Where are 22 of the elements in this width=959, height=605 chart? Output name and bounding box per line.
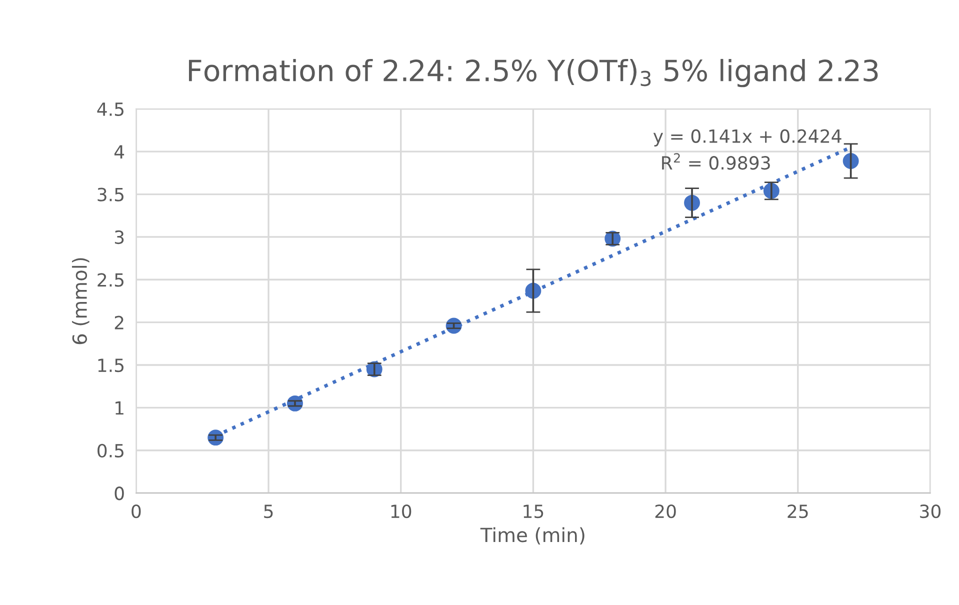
x-tick-label: 10 <box>391 504 412 518</box>
y-tick-label: 4.5 <box>97 102 124 116</box>
y-axis-title: 6 (mmol) <box>72 258 90 344</box>
y-tick-label: 2.5 <box>98 273 124 287</box>
y-tick-label: 2 <box>114 316 124 330</box>
x-tick-label: 15 <box>524 504 544 518</box>
y-tick-label: 4 <box>114 145 124 158</box>
y-tick-label: 3.5 <box>98 188 124 202</box>
annotation: y = 0.141x + 0.2424 <box>653 129 842 146</box>
y-tick-label: 3 <box>114 230 124 244</box>
x-tick-label: 25 <box>788 504 808 518</box>
x-tick-label: 0 <box>132 504 141 518</box>
y-tick-label: 0.5 <box>98 444 124 458</box>
y-tick-label: 0 <box>114 486 124 500</box>
chart-title: Formation of 2.24: 2.5% Y(OTf)$_{3}$ 5% ligand 2.23 <box>188 58 878 88</box>
annotation: R$^{2}$ = 0.9893 <box>662 153 770 170</box>
y-tick-label: 1 <box>116 401 124 415</box>
x-tick-label: 5 <box>264 504 273 518</box>
y-tick-label: 1.5 <box>98 358 124 372</box>
x-tick-label: 30 <box>920 504 941 518</box>
x-axis-title: Time (min) <box>480 527 584 545</box>
x-tick-label: 20 <box>655 504 676 518</box>
